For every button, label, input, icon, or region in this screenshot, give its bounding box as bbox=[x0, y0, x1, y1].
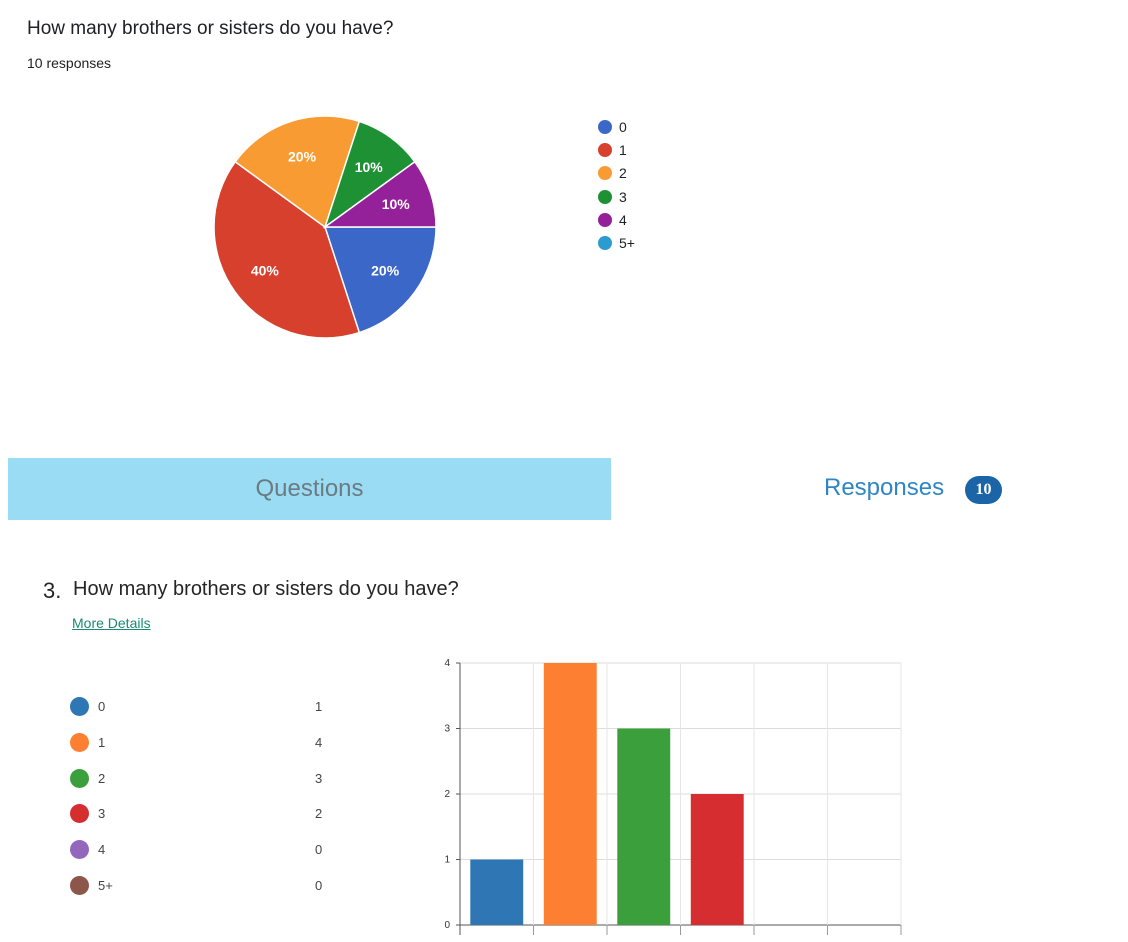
legend-swatch bbox=[598, 189, 612, 204]
tab-questions[interactable]: Questions bbox=[8, 458, 611, 520]
response-option-label: 5+ bbox=[98, 877, 113, 893]
legend-label: 2 bbox=[619, 165, 627, 182]
bar-chart: 0 1 2 3 4 bbox=[444, 658, 902, 935]
question-title: How many brothers or sisters do you have… bbox=[27, 18, 394, 39]
y-tick-label: 3 bbox=[444, 724, 450, 735]
legend-swatch bbox=[598, 142, 612, 157]
bar-0 bbox=[470, 859, 524, 925]
response-option-count: 4 bbox=[315, 734, 323, 750]
y-tick-label: 1 bbox=[444, 855, 450, 866]
response-option-label: 1 bbox=[98, 734, 106, 750]
legend-label: 1 bbox=[619, 141, 627, 158]
y-tick-label: 4 bbox=[444, 658, 450, 669]
pie-slice-1 bbox=[213, 160, 361, 339]
pie-slice-2 bbox=[234, 115, 361, 229]
response-swatch bbox=[70, 840, 89, 860]
response-option-label: 4 bbox=[98, 842, 106, 858]
pie-slice-label-4: 10% bbox=[382, 196, 411, 212]
pie-legend: 0 1 2 3 4 5+ bbox=[598, 115, 635, 255]
response-row-5+: 5+ 0 bbox=[70, 873, 340, 909]
pie-slice-label-0: 20% bbox=[371, 263, 400, 279]
pie-slice-label-1: 40% bbox=[251, 263, 280, 279]
legend-label: 5+ bbox=[619, 235, 635, 252]
pie-legend-item-0: 0 bbox=[598, 115, 635, 138]
legend-label: 4 bbox=[619, 211, 627, 228]
pie-chart: 20% 40% 20% 10% 10% bbox=[213, 115, 437, 339]
y-tick-label: 0 bbox=[444, 920, 450, 931]
response-option-label: 2 bbox=[98, 770, 106, 786]
pie-slice-4 bbox=[322, 160, 437, 228]
question-detail-title: How many brothers or sisters do you have… bbox=[73, 578, 459, 600]
more-details-link[interactable]: More Details bbox=[72, 615, 151, 631]
response-option-count: 0 bbox=[315, 877, 323, 893]
response-option-label: 3 bbox=[98, 806, 106, 822]
response-swatch bbox=[70, 768, 89, 788]
bar-legend: 0 1 1 4 2 3 3 2 4 0 5+ 0 bbox=[70, 694, 340, 909]
response-swatch bbox=[70, 732, 89, 752]
pie-slice-label-2: 20% bbox=[288, 148, 317, 164]
responses-count-badge: 10 bbox=[965, 476, 1002, 504]
pie-legend-item-1: 1 bbox=[598, 138, 635, 161]
bar-2 bbox=[617, 728, 671, 925]
response-swatch bbox=[70, 804, 89, 824]
question-number: 3. bbox=[43, 578, 62, 603]
response-option-count: 1 bbox=[315, 699, 323, 714]
response-option-count: 2 bbox=[315, 806, 323, 822]
response-swatch bbox=[70, 875, 89, 895]
response-option-count: 3 bbox=[315, 770, 323, 786]
y-tick-label: 2 bbox=[444, 789, 450, 800]
pie-legend-item-3: 3 bbox=[598, 185, 635, 208]
legend-label: 0 bbox=[619, 118, 627, 135]
pie-legend-item-4: 4 bbox=[598, 208, 635, 231]
pie-slice-label-3: 10% bbox=[355, 159, 384, 175]
tab-responses[interactable]: Responses bbox=[824, 474, 945, 501]
response-count: 10 responses bbox=[27, 55, 112, 71]
legend-swatch bbox=[598, 166, 612, 181]
bar-1 bbox=[543, 663, 597, 925]
pie-slice-0 bbox=[323, 226, 437, 334]
legend-swatch bbox=[598, 236, 612, 251]
legend-swatch bbox=[598, 119, 612, 134]
legend-label: 3 bbox=[619, 188, 627, 205]
pie-legend-item-2: 2 bbox=[598, 162, 635, 185]
response-swatch bbox=[70, 697, 89, 716]
response-option-label: 0 bbox=[98, 699, 106, 714]
legend-swatch bbox=[598, 212, 612, 227]
response-option-count: 0 bbox=[315, 842, 323, 858]
pie-legend-item-5+: 5+ bbox=[598, 231, 635, 254]
bar-3 bbox=[690, 794, 744, 925]
